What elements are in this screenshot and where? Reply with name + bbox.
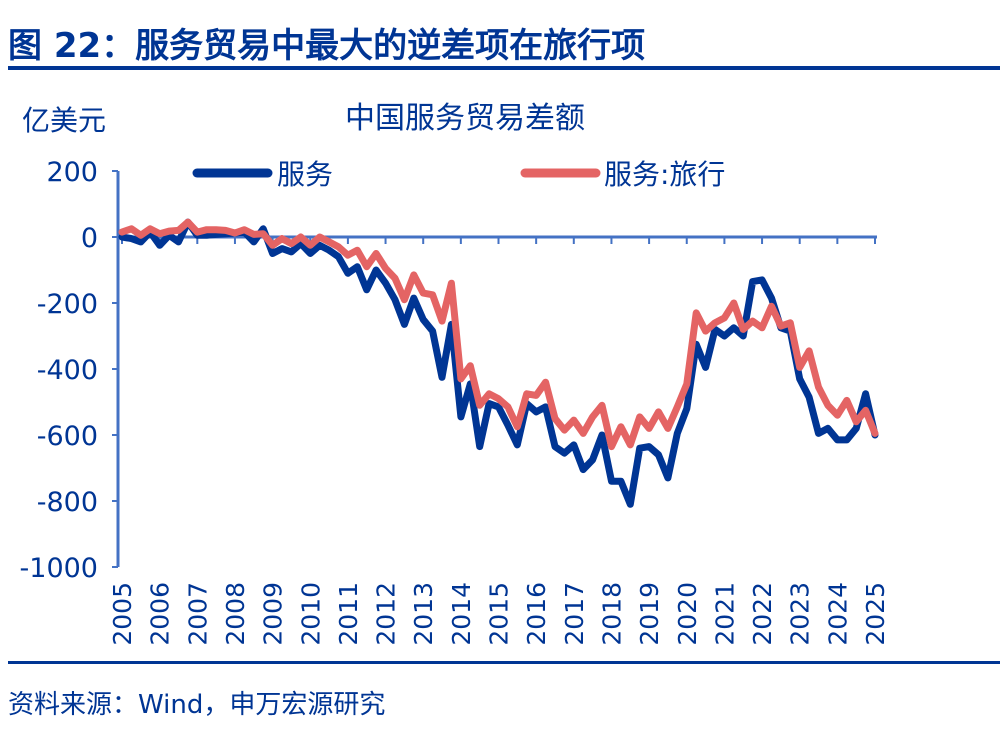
x-tick-label: 2005 <box>108 582 137 646</box>
x-tick-label: 2010 <box>296 582 325 646</box>
x-tick-label: 2019 <box>635 582 664 646</box>
x-tick-label: 2021 <box>710 582 739 646</box>
y-tick-label: -800 <box>37 487 98 518</box>
y-tick-label: -1000 <box>20 553 98 584</box>
x-tick-label: 2025 <box>861 582 890 646</box>
x-tick-label: 2023 <box>786 582 815 646</box>
x-tick-label: 2018 <box>597 582 626 646</box>
title-rule <box>8 66 1000 70</box>
y-tick-label: 200 <box>46 157 98 188</box>
y-tick-label: -200 <box>37 289 98 320</box>
legend-label-travel: 服务:旅行 <box>604 158 725 191</box>
x-tick-label: 2008 <box>221 582 250 646</box>
x-tick-label: 2015 <box>485 582 514 646</box>
x-tick-label: 2020 <box>673 582 702 646</box>
y-tick-label: 0 <box>81 223 98 254</box>
legend-label-services: 服务 <box>277 158 333 191</box>
x-tick-label: 2017 <box>560 582 589 646</box>
figure-title: 图 22：服务贸易中最大的逆差项在旅行项 <box>8 26 646 66</box>
series-line-services <box>118 218 879 508</box>
x-tick-label: 2024 <box>823 582 852 646</box>
x-tick-label: 2022 <box>748 582 777 646</box>
source-note: 资料来源：Wind，申万宏源研究 <box>8 690 386 720</box>
x-tick-label: 2014 <box>447 582 476 646</box>
y-tick-label: -400 <box>37 355 98 386</box>
legend: 服务 服务:旅行 <box>192 158 725 191</box>
x-tick-label: 2012 <box>372 582 401 646</box>
y-axis-unit-label: 亿美元 <box>22 104 106 137</box>
source-rule <box>8 661 1000 664</box>
x-tick-label: 2006 <box>146 582 175 646</box>
chart-title: 中国服务贸易差额 <box>345 101 585 136</box>
x-tick-label: 2016 <box>522 582 551 646</box>
x-tick-label: 2009 <box>259 582 288 646</box>
x-tick-label: 2011 <box>334 582 363 646</box>
x-tick-label: 2007 <box>183 582 212 646</box>
y-tick-label: -600 <box>37 421 98 452</box>
x-tick-label: 2013 <box>409 582 438 646</box>
